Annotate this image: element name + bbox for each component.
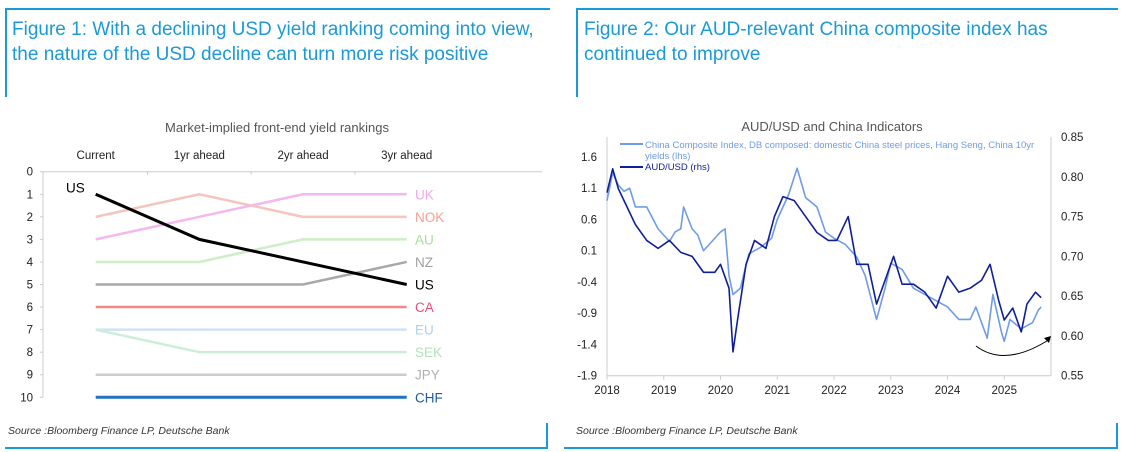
series-label-jpy: JPY — [415, 368, 440, 383]
x-tick-label: 2018 — [594, 385, 620, 397]
series-label-ca: CA — [415, 300, 434, 315]
left-tick-label: 1.1 — [581, 183, 597, 195]
right-tick-label: 0.75 — [1061, 212, 1083, 224]
series-label-eu: EU — [415, 323, 434, 338]
y-tick-label: 2 — [27, 212, 33, 224]
left-tick-label: -0.4 — [577, 277, 597, 289]
x-tick-label: 2024 — [935, 385, 961, 397]
series-line-nok — [95, 192, 407, 219]
right-tick-label: 0.60 — [1061, 331, 1083, 343]
series-line-aud-usd — [606, 168, 1042, 353]
y-tick-label: 5 — [27, 280, 33, 292]
figure1-footer-frame — [5, 423, 548, 449]
left-tick-label: 0.1 — [581, 246, 597, 258]
y-tick-label: 7 — [27, 325, 33, 337]
column-header: 3yr ahead — [381, 150, 432, 162]
figure2-header-frame — [576, 8, 1118, 97]
figure2-source: Source :Bloomberg Finance LP, Deutsche B… — [576, 425, 798, 437]
y-tick-label: 6 — [27, 302, 33, 314]
column-header: 2yr ahead — [277, 150, 328, 162]
column-header: Current — [77, 150, 116, 162]
y-tick-label: 3 — [27, 234, 33, 246]
series-label-sek: SEK — [415, 345, 442, 360]
left-tick-label: 1.6 — [581, 152, 597, 164]
x-tick-label: 2020 — [708, 385, 734, 397]
right-tick-label: 0.55 — [1061, 371, 1083, 383]
chart-title: Market-implied front-end yield rankings — [165, 120, 389, 135]
annotation-arrow-icon — [975, 338, 1051, 356]
series-label-chf: CHF — [415, 390, 443, 405]
x-tick-label: 2021 — [764, 385, 790, 397]
y-tick-label: 1 — [27, 189, 33, 201]
annotation-arrowhead-icon — [1044, 336, 1051, 343]
series-label-nz: NZ — [415, 255, 433, 270]
series-label-au: AU — [415, 232, 434, 247]
y-tick-label: 4 — [27, 257, 34, 269]
series-label-nok: NOK — [415, 210, 444, 225]
aud-china-chart: AUD/USD and China Indicators 2018 2019 2020… — [577, 119, 1083, 397]
x-tick-label: 2019 — [651, 385, 677, 397]
series-line-us — [95, 192, 408, 286]
y-tick-label: 0 — [27, 167, 33, 179]
right-tick-label: 0.65 — [1061, 291, 1083, 303]
column-header: 1yr ahead — [174, 150, 225, 162]
series-line-china-composite — [606, 167, 1042, 343]
chart-title: AUD/USD and China Indicators — [741, 119, 923, 134]
x-tick-label: 2025 — [991, 385, 1017, 397]
series-line-sek — [95, 328, 407, 354]
figure1-source: Source :Bloomberg Finance LP, Deutsche B… — [8, 425, 230, 437]
left-tick-label: -0.9 — [577, 308, 597, 320]
right-tick-label: 0.80 — [1061, 172, 1083, 184]
figure2-title: Figure 2: Our AUD-relevant China composi… — [584, 19, 1048, 65]
legend-label-aud-usd: AUD/USD (rhs) — [645, 162, 710, 173]
y-tick-label: 8 — [27, 347, 33, 359]
y-tick-label: 9 — [27, 370, 33, 382]
x-tick-label: 2022 — [821, 385, 847, 397]
left-tick-label: -1.9 — [577, 371, 597, 383]
x-tick-label: 2023 — [878, 385, 904, 397]
legend-label-china-composite: China Composite Index, DB composed: dome… — [645, 140, 1034, 162]
left-tick-label: 0.6 — [581, 214, 597, 226]
figure1-title: Figure 1: With a declining USD yield ran… — [12, 19, 534, 65]
yield-rankings-chart: Market-implied front-end yield rankings C… — [20, 120, 542, 405]
right-tick-label: 0.70 — [1061, 251, 1083, 263]
right-tick-label: 0.85 — [1061, 132, 1083, 144]
figure2-footer-frame — [564, 423, 1118, 449]
start-label-us: US — [66, 180, 85, 195]
figure1-header-frame — [5, 8, 550, 97]
series-label-uk: UK — [415, 187, 434, 202]
y-tick-label: 10 — [20, 392, 33, 404]
left-tick-label: -1.4 — [577, 339, 597, 351]
series-label-us: US — [415, 278, 434, 293]
